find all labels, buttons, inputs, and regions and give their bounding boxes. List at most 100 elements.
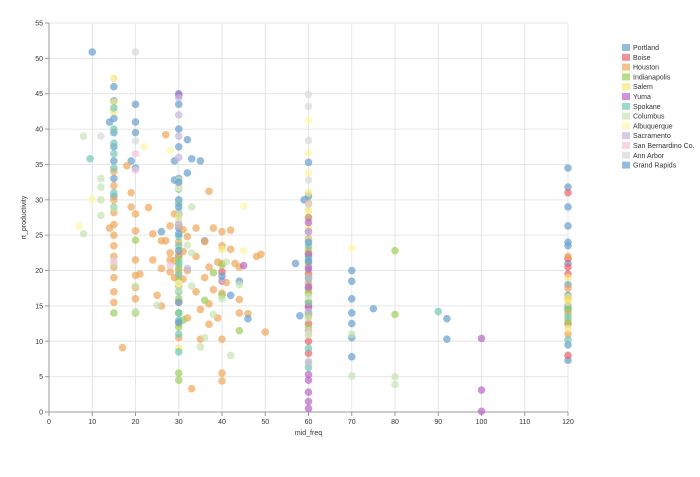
- data-point: [564, 336, 572, 344]
- data-point: [174, 376, 183, 384]
- data-point: [296, 312, 304, 320]
- y-tick-label: 55: [35, 21, 43, 28]
- x-tick-label: 40: [218, 419, 226, 426]
- x-tick-label: 80: [391, 419, 399, 426]
- data-point: [174, 318, 183, 326]
- x-tick-label: 100: [476, 419, 488, 426]
- data-point: [174, 220, 183, 229]
- data-point: [123, 162, 131, 170]
- data-point: [131, 166, 140, 174]
- data-point: [391, 310, 399, 319]
- data-point: [304, 227, 313, 236]
- data-point: [174, 111, 183, 119]
- data-point: [97, 183, 105, 191]
- data-point: [205, 187, 213, 196]
- data-point: [97, 196, 105, 204]
- legend-swatch: [622, 73, 630, 81]
- data-point: [304, 169, 313, 177]
- data-point: [174, 100, 183, 109]
- data-point: [131, 282, 140, 290]
- legend-swatch: [622, 151, 630, 159]
- data-point: [304, 292, 313, 301]
- data-point: [174, 279, 183, 288]
- data-point: [131, 210, 140, 218]
- data-point: [564, 324, 572, 333]
- data-point: [110, 164, 118, 172]
- data-point: [347, 309, 356, 317]
- data-point: [200, 296, 209, 305]
- data-point: [110, 309, 118, 317]
- legend-label: Indianapolis: [633, 74, 671, 81]
- data-point: [131, 100, 140, 109]
- data-point: [174, 259, 183, 268]
- data-point: [304, 116, 313, 125]
- data-point: [564, 222, 572, 230]
- data-point: [304, 102, 313, 111]
- data-point: [347, 319, 356, 328]
- data-point: [304, 404, 313, 413]
- y-axis-title: rt_productivity: [21, 195, 28, 239]
- data-point: [304, 326, 313, 335]
- data-point: [110, 196, 118, 204]
- legend-label: Columbus: [633, 114, 665, 121]
- data-point: [110, 256, 118, 265]
- data-point: [564, 263, 572, 271]
- legend-label: Yuma: [633, 94, 651, 101]
- data-point: [127, 188, 135, 197]
- data-point: [477, 334, 486, 343]
- data-point: [105, 224, 114, 232]
- data-point: [347, 372, 356, 380]
- data-point: [79, 229, 88, 238]
- legend-label: Salem: [633, 84, 653, 91]
- data-point: [304, 250, 313, 259]
- legend-swatch: [622, 142, 630, 149]
- data-point: [304, 176, 313, 184]
- data-point: [110, 181, 118, 190]
- data-point: [86, 154, 94, 163]
- data-point: [110, 231, 118, 239]
- legend-swatch: [622, 44, 630, 51]
- data-point: [291, 259, 300, 268]
- data-point: [443, 314, 451, 323]
- y-tick-label: 0: [39, 410, 43, 417]
- data-point: [434, 307, 443, 316]
- data-point: [153, 301, 161, 310]
- data-point: [226, 226, 235, 235]
- data-point: [174, 142, 183, 151]
- data-point: [174, 229, 183, 238]
- data-point: [110, 125, 118, 133]
- legend-label: Ann Arbor: [633, 153, 665, 160]
- series-spokane: [86, 104, 572, 372]
- data-point: [140, 142, 148, 151]
- legend-label: Houston: [633, 65, 659, 72]
- data-point: [304, 206, 313, 215]
- data-point: [110, 174, 118, 183]
- x-tick-label: 20: [132, 419, 140, 426]
- data-point: [110, 204, 118, 213]
- data-point: [174, 132, 183, 140]
- x-axis-ticks: 0 10 20 30 40 50 60 70 80 90 100 110 120: [47, 412, 574, 426]
- data-point: [304, 337, 313, 346]
- data-point: [187, 203, 196, 211]
- data-point: [239, 246, 248, 255]
- data-point: [174, 285, 183, 294]
- data-point: [347, 277, 356, 285]
- data-point: [564, 183, 572, 191]
- data-point: [304, 90, 313, 99]
- data-point: [218, 335, 226, 343]
- data-point: [166, 261, 174, 270]
- y-tick-label: 50: [35, 56, 43, 63]
- data-point: [110, 139, 118, 148]
- series-sacramento: [174, 94, 313, 367]
- legend-label: Spokane: [633, 104, 661, 111]
- data-point: [304, 388, 313, 396]
- data-point: [200, 333, 209, 342]
- legend-swatch: [622, 132, 630, 140]
- data-point: [174, 178, 183, 186]
- data-point: [183, 232, 192, 241]
- data-point: [136, 270, 144, 278]
- series-portland: [88, 48, 572, 365]
- data-point: [235, 280, 244, 289]
- data-point: [218, 227, 226, 236]
